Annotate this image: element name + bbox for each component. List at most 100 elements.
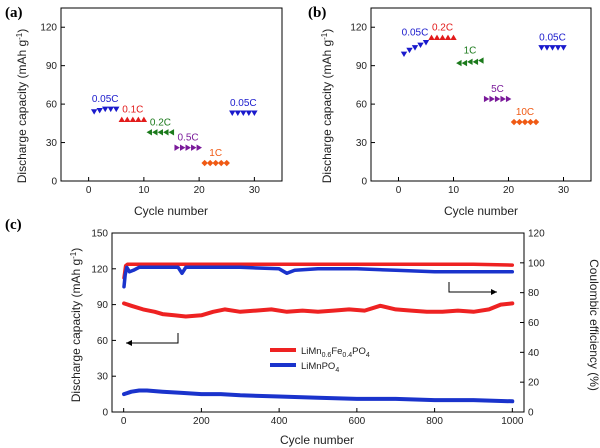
rate-group-10c: 10C	[510, 107, 540, 126]
rate-group-0p2c: 0.2C	[146, 117, 175, 136]
rate-label: 0.5C	[178, 133, 199, 144]
data-point	[107, 106, 114, 113]
data-point	[444, 34, 452, 41]
capacity-line-1	[122, 388, 515, 404]
panel-c-x-axis-title: Cycle number	[280, 433, 354, 447]
data-point	[428, 34, 435, 41]
data-point	[456, 59, 462, 67]
x-tick-label: 10	[448, 185, 460, 196]
data-point	[245, 110, 253, 116]
data-point	[467, 58, 473, 66]
y2-tick-label: 60	[528, 318, 540, 329]
data-point	[510, 118, 518, 126]
data-point	[472, 58, 479, 66]
data-point	[196, 144, 203, 151]
data-point	[201, 159, 208, 167]
data-point	[140, 116, 148, 123]
rate-group-0p05c: 0.05C	[400, 28, 430, 58]
x-tick-label: 0	[396, 185, 402, 196]
data-point	[411, 45, 419, 51]
data-point	[223, 159, 230, 167]
x-tick-label: 10	[138, 185, 150, 196]
data-point	[234, 110, 241, 116]
data-point	[168, 129, 175, 136]
y-tick-label: 60	[97, 336, 109, 347]
data-point	[113, 106, 120, 113]
capacity-line-0	[122, 301, 515, 319]
data-point	[124, 116, 131, 123]
efficiency-line-3	[122, 265, 515, 289]
data-point	[185, 144, 191, 151]
y-tick-label: 30	[46, 138, 58, 149]
y-tick-label: 90	[46, 61, 58, 72]
rate-group-5c: 5C	[483, 84, 512, 103]
y2-tick-label: 100	[528, 258, 545, 269]
y-tick-label: 60	[46, 100, 58, 111]
data-point	[251, 110, 258, 116]
y2-tick-label: 20	[528, 378, 540, 389]
data-point	[521, 118, 529, 126]
rate-label: 10C	[516, 107, 534, 118]
data-point	[516, 118, 523, 126]
data-point	[461, 59, 468, 67]
panel-a-y-axis-title: Discharge capacity (mAh g-1)	[15, 29, 29, 184]
efficiency-line-2	[122, 262, 515, 280]
y2-tick-label: 40	[528, 348, 540, 359]
y2-tick-label: 80	[528, 288, 540, 299]
panel-b-y-axis-title: Discharge capacity (mAh g-1)	[320, 29, 334, 184]
data-point	[527, 118, 534, 126]
data-point	[478, 57, 484, 64]
data-point	[400, 51, 408, 58]
y2-tick-label: 0	[528, 408, 534, 419]
rate-group-0p1c: 0.1C	[118, 104, 148, 123]
data-point	[206, 159, 214, 167]
data-point	[500, 95, 506, 103]
x-tick-label: 30	[249, 185, 261, 196]
plot-frame	[111, 232, 525, 413]
y2-tick-label: 120	[528, 229, 545, 240]
panel-b-x-axis-title: Cycle number	[444, 204, 518, 218]
data-point	[152, 129, 158, 136]
data-point	[543, 45, 551, 51]
data-point	[218, 159, 225, 167]
x-tick-label: 20	[194, 185, 206, 196]
data-point	[135, 116, 142, 123]
y-tick-label: 120	[91, 264, 108, 275]
x-tick-label: 200	[193, 416, 210, 427]
left-axis-arrow	[126, 333, 179, 344]
rate-label: 0.05C	[539, 33, 566, 44]
legend-label-limnfepo4: LiMn0.6Fe0.4PO4	[301, 346, 370, 359]
x-tick-label: 1000	[501, 416, 524, 427]
rate-label: 0.1C	[122, 104, 143, 115]
legend-label-limnpo4: LiMnPO4	[301, 361, 339, 374]
right-axis-arrow	[448, 282, 497, 293]
panel-a-label: (a)	[5, 5, 23, 21]
data-point	[240, 110, 247, 116]
panel-b-label: (b)	[308, 5, 326, 21]
rate-group-0p05c: 0.05C	[538, 33, 567, 51]
data-point	[554, 45, 562, 51]
data-point	[102, 106, 109, 113]
y-tick-label: 90	[356, 61, 368, 72]
data-point	[179, 144, 186, 151]
panel-b-axes: 0 10 20 30 0 30 60 90 120	[350, 7, 592, 196]
data-point	[549, 45, 556, 51]
data-point	[212, 159, 219, 167]
data-point	[129, 116, 137, 123]
rate-label: 0.05C	[230, 98, 257, 109]
x-tick-label: 30	[558, 185, 570, 196]
data-point	[229, 110, 236, 116]
plot-frame	[370, 7, 592, 182]
data-point	[174, 144, 180, 151]
data-point	[163, 129, 169, 136]
rate-label: 5C	[491, 84, 504, 95]
data-point	[191, 144, 197, 151]
y-tick-label: 0	[102, 408, 108, 419]
x-tick-label: 400	[271, 416, 288, 427]
rate-group-0p5c: 0.5C	[174, 133, 203, 151]
panel-c: (c) 0 200 400 600 800 1000 0 30 60 90 120 150 0 20 40 6…	[5, 217, 600, 447]
